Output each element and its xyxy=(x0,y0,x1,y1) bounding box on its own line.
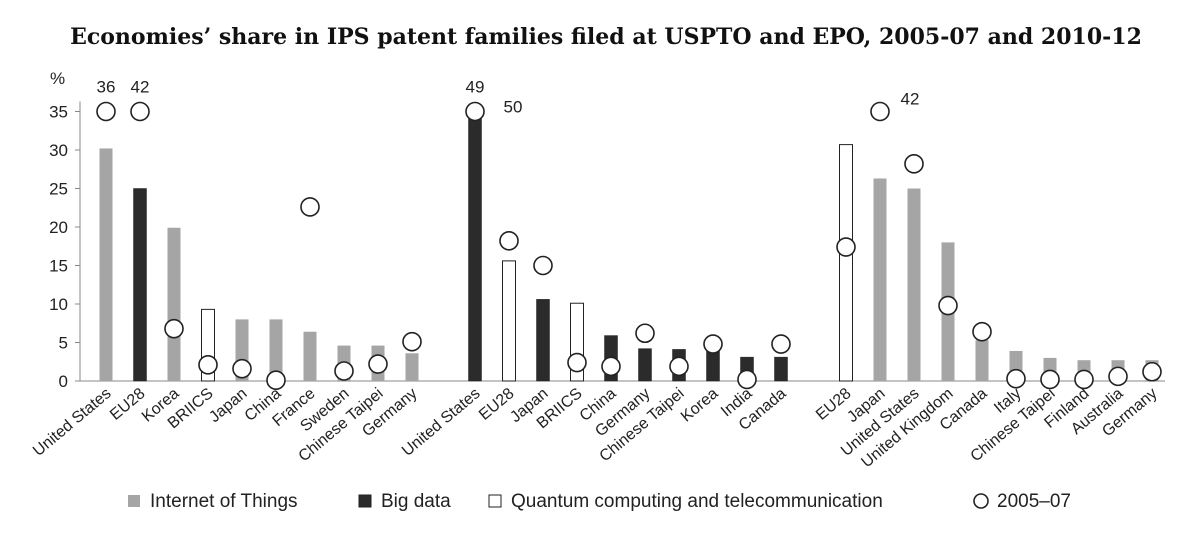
marker-2005-07 xyxy=(870,101,890,122)
marker-2005-07 xyxy=(402,331,422,352)
legend: Internet of Things Big data Quantum comput… xyxy=(128,491,1071,512)
marker-2005-07 xyxy=(130,101,150,122)
x-tick-label: Korea xyxy=(678,385,722,426)
legend-swatch xyxy=(358,494,372,508)
marker-2005-07 xyxy=(669,356,689,377)
marker-2005-07 xyxy=(972,321,992,342)
marker-2005-07 xyxy=(368,354,388,374)
legend-label: Internet of Things xyxy=(150,491,298,512)
marker-2005-07 xyxy=(1142,361,1162,382)
marker-2005-07 xyxy=(334,361,354,381)
marker-2005-07 xyxy=(96,101,116,122)
chart-title: Economies’ share in IPS patent families … xyxy=(70,24,1142,50)
bar xyxy=(405,353,419,381)
legend-marker-circle xyxy=(973,493,989,509)
marker-2005-07 xyxy=(635,323,655,344)
legend-label: Quantum computing and telecommunication xyxy=(511,491,883,512)
marker-2005-07 xyxy=(836,237,856,257)
bar xyxy=(99,148,113,381)
y-tick-label: 0 xyxy=(59,372,68,391)
data-label: 42 xyxy=(131,78,150,97)
marker-2005-07 xyxy=(164,318,184,339)
marker-2005-07 xyxy=(232,358,252,379)
marker-2005-07 xyxy=(1074,369,1094,390)
y-tick-label: 10 xyxy=(49,295,68,314)
legend-label: 2005–07 xyxy=(997,491,1071,512)
x-tick-label: United States xyxy=(30,385,115,460)
bar xyxy=(269,319,283,381)
marker-2005-07 xyxy=(465,101,485,122)
marker-2005-07 xyxy=(198,355,218,375)
y-tick-label: 15 xyxy=(49,257,68,276)
y-axis-label: % xyxy=(50,69,65,88)
marker-2005-07 xyxy=(1040,369,1060,390)
bar xyxy=(873,178,887,381)
y-tick-label: 35 xyxy=(49,103,68,122)
marker-2005-07 xyxy=(533,255,553,276)
bar xyxy=(706,349,720,382)
y-tick-label: 5 xyxy=(59,334,68,353)
data-label: 42 xyxy=(901,90,920,109)
bar xyxy=(638,348,652,382)
bar xyxy=(303,331,317,381)
y-tick-label: 20 xyxy=(49,218,68,237)
bar xyxy=(975,340,989,381)
bar xyxy=(468,111,482,382)
legend-label: Big data xyxy=(381,491,451,512)
marker-2005-07 xyxy=(904,154,924,174)
data-label: 50 xyxy=(504,98,523,117)
marker-2005-07 xyxy=(499,231,519,251)
x-tick-label: Japan xyxy=(206,385,250,426)
data-label: 36 xyxy=(97,78,116,97)
marker-2005-07 xyxy=(1108,366,1128,387)
bar xyxy=(502,260,516,382)
marker-2005-07 xyxy=(567,352,587,373)
marker-2005-07 xyxy=(938,295,958,316)
marker-2005-07 xyxy=(300,197,320,217)
legend-swatch xyxy=(128,495,140,507)
marker-2005-07 xyxy=(737,369,757,390)
bar xyxy=(907,188,921,381)
data-label: 49 xyxy=(466,78,485,97)
marker-2005-07 xyxy=(771,334,791,354)
bar xyxy=(536,299,550,382)
bar xyxy=(133,188,147,382)
bar xyxy=(774,356,788,382)
bar xyxy=(839,144,853,382)
legend-swatch xyxy=(488,494,502,508)
bar xyxy=(167,227,181,381)
marker-2005-07 xyxy=(703,334,723,354)
y-tick-label: 25 xyxy=(49,180,68,199)
marker-2005-07 xyxy=(601,356,621,377)
marker-2005-07 xyxy=(1006,368,1026,389)
marker-2005-07 xyxy=(266,370,286,391)
y-tick-label: 30 xyxy=(49,141,68,160)
